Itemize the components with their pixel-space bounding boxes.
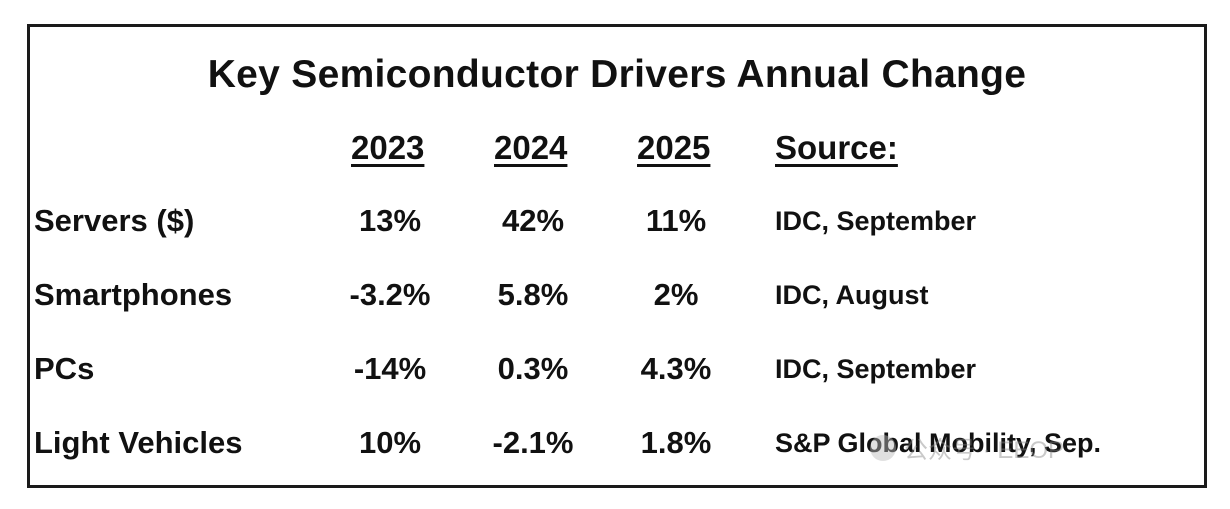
watermark-logo-icon: [870, 434, 896, 461]
chart-title: Key Semiconductor Drivers Annual Change: [207, 53, 1027, 96]
source-pcs: IDC, September: [775, 354, 977, 384]
cell-light-vehicles-2023: 10%: [358, 425, 422, 460]
cell-pcs-2025: 4.3%: [640, 351, 712, 386]
cell-pcs-2024: 0.3%: [497, 351, 569, 386]
cell-pcs-2023: -14%: [353, 351, 427, 386]
source-servers: IDC, September: [775, 206, 977, 236]
cell-smartphones-2025: 2%: [653, 277, 699, 312]
column-header-2024: 2024: [494, 129, 568, 166]
row-label-pcs: PCs: [34, 351, 95, 386]
column-header-source: Source:: [775, 129, 898, 166]
cell-servers-2024: 42%: [501, 203, 565, 238]
cell-light-vehicles-2025: 1.8%: [640, 425, 712, 460]
cell-light-vehicles-2024: -2.1%: [492, 425, 574, 460]
watermark-text: 公众号 · EEOP: [904, 437, 1065, 464]
row-label-servers: Servers ($): [34, 203, 195, 238]
source-smartphones: IDC, August: [775, 280, 929, 310]
cell-servers-2023: 13%: [358, 203, 422, 238]
cell-smartphones-2023: -3.2%: [349, 277, 431, 312]
column-header-2023: 2023: [351, 129, 425, 166]
cell-smartphones-2024: 5.8%: [497, 277, 569, 312]
watermark: 公众号 · EEOP: [870, 430, 1064, 465]
table-frame: Key Semiconductor Drivers Annual Change …: [27, 24, 1207, 488]
column-header-2025: 2025: [637, 129, 711, 166]
row-label-smartphones: Smartphones: [34, 277, 233, 312]
row-label-light-vehicles: Light Vehicles: [34, 425, 243, 460]
source-light-vehicles: S&P Global Mobility, Sep.: [775, 428, 1102, 458]
cell-servers-2025: 11%: [645, 203, 707, 238]
